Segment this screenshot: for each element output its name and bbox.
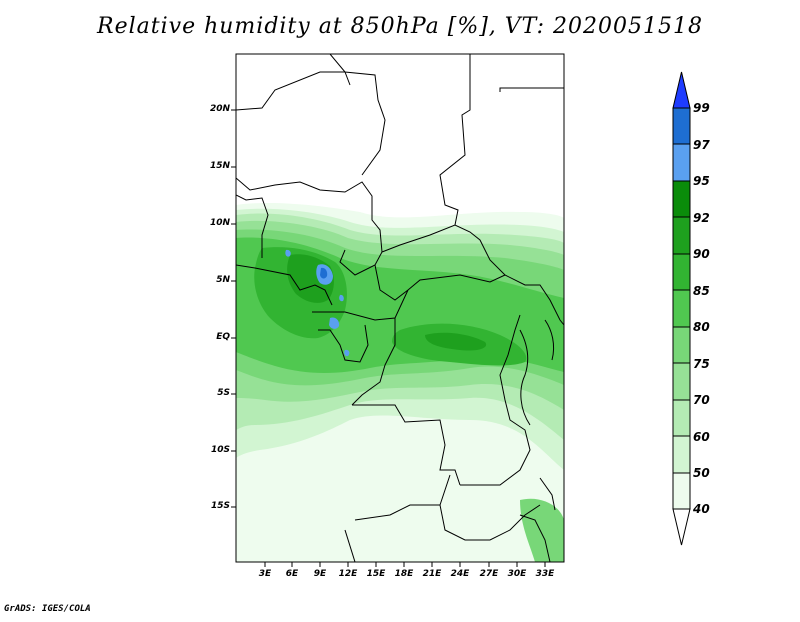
x-tick-label: 6E: [285, 569, 299, 579]
rh-band-95: [285, 249, 350, 357]
colorbar-swatch-40: [672, 472, 691, 510]
colorbar-swatch-70: [672, 362, 691, 401]
x-tick-label: 3E: [258, 569, 272, 579]
colorbar-label: 70: [693, 393, 710, 407]
colorbar-swatch-50: [672, 435, 691, 474]
colorbar-swatch-95: [672, 143, 691, 182]
colorbar-label: 90: [693, 247, 710, 261]
colorbar-swatch-97: [672, 107, 691, 145]
x-tick-label: 24E: [450, 569, 470, 579]
colorbar-swatch-90: [672, 216, 691, 255]
y-tick-marks: [231, 109, 236, 508]
map-title: Relative humidity at 850hPa [%], VT: 202…: [97, 14, 703, 39]
colorbar-label: 50: [693, 466, 710, 480]
colorbar-label: 92: [693, 211, 710, 225]
x-tick-marks: [264, 562, 546, 567]
grads-credit: GrADS: IGES/COLA: [4, 604, 91, 614]
y-tick-label: 5N: [216, 275, 230, 285]
y-tick-label: 20N: [209, 104, 230, 114]
x-tick-label: 12E: [338, 569, 358, 579]
x-tick-label: 15E: [366, 569, 386, 579]
colorbar-label: 75: [693, 357, 710, 371]
humidity-field: [236, 202, 564, 562]
y-tick-label: EQ: [216, 332, 230, 342]
map-frame: [235, 53, 565, 563]
x-tick-label: 27E: [479, 569, 499, 579]
x-tick-label: 30E: [507, 569, 527, 579]
rh-band-97: [320, 267, 328, 279]
colorbar-swatch-75: [672, 326, 691, 364]
country-borders: [236, 54, 564, 562]
colorbar-label: 85: [693, 284, 710, 298]
colorbar-label: 95: [693, 174, 710, 188]
colorbar-label: 60: [693, 430, 710, 444]
x-tick-label: 33E: [535, 569, 555, 579]
rh-se-patch: [520, 498, 564, 562]
colorbar: [672, 71, 691, 546]
colorbar-swatch-85: [672, 253, 691, 291]
y-tick-label: 10S: [210, 445, 230, 455]
colorbar-swatch-60: [672, 399, 691, 437]
y-tick-label: 15N: [209, 161, 230, 171]
x-tick-label: 18E: [394, 569, 414, 579]
colorbar-swatch-80: [672, 289, 691, 328]
x-tick-label: 21E: [422, 569, 442, 579]
colorbar-swatch-92: [672, 180, 691, 218]
colorbar-label: 97: [693, 138, 710, 152]
colorbar-label: 99: [693, 101, 710, 115]
y-tick-label: 5S: [217, 388, 230, 398]
colorbar-label: 40: [693, 502, 710, 516]
colorbar-bottom-arrow: [672, 508, 691, 546]
colorbar-top-arrow: [672, 71, 691, 109]
y-tick-label: 15S: [210, 501, 230, 511]
x-tick-label: 9E: [313, 569, 327, 579]
rh-band-90: [287, 254, 487, 351]
colorbar-label: 80: [693, 320, 710, 334]
y-tick-label: 10N: [209, 218, 230, 228]
